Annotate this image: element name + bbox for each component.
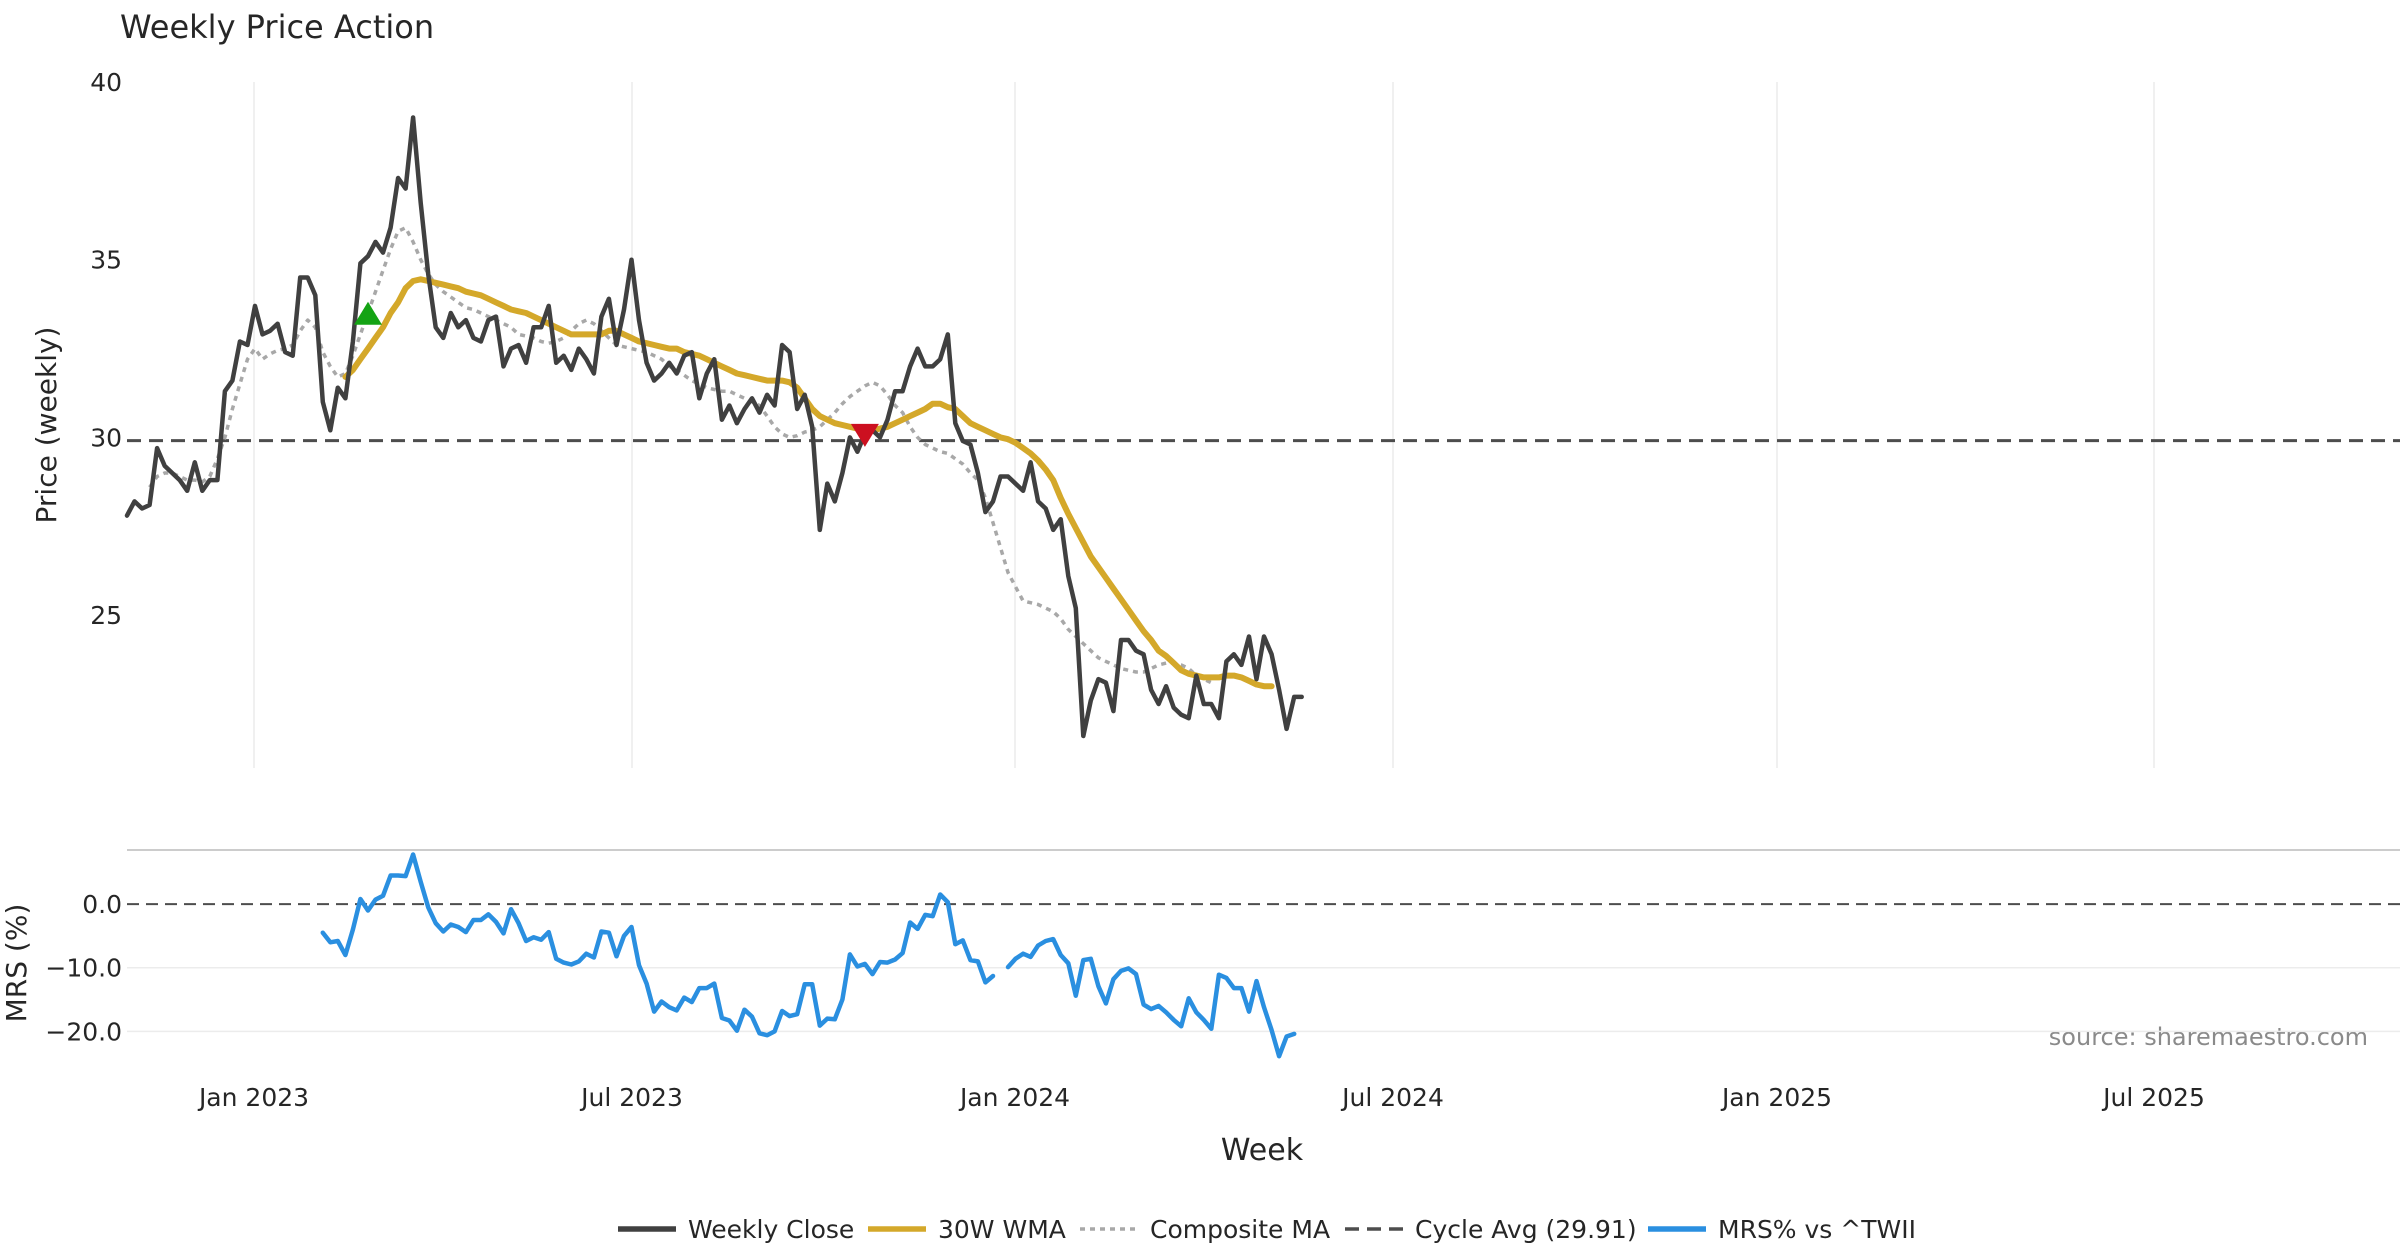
wma-30w-line <box>342 276 1275 690</box>
weekly-close-line <box>124 115 1304 739</box>
signal-markers <box>354 301 879 447</box>
legend-label-2: Composite MA <box>1150 1215 1330 1244</box>
x-tick-jul-2025: Jul 2025 <box>2101 1083 2205 1112</box>
x-tick-jan-2024: Jan 2024 <box>958 1083 1070 1112</box>
x-tick-jan-2023: Jan 2023 <box>197 1083 309 1112</box>
composite-ma-line <box>148 225 1213 685</box>
legend-label-0: Weekly Close <box>688 1215 854 1244</box>
price-y-axis-label: Price (weekly) <box>30 327 63 524</box>
x-tick-jul-2024: Jul 2024 <box>1340 1083 1444 1112</box>
price-grid <box>253 82 2155 768</box>
buy-signal-marker <box>354 301 382 325</box>
legend-label-3: Cycle Avg (29.91) <box>1415 1215 1637 1244</box>
legend-label-4: MRS% vs ^TWII <box>1718 1215 1916 1244</box>
mrs-y-tick-1: −10.0 <box>45 954 122 983</box>
x-tick-jan-2025: Jan 2025 <box>1720 1083 1832 1112</box>
sell-signal-marker <box>850 423 879 447</box>
legend-label-1: 30W WMA <box>938 1215 1066 1244</box>
mrs-y-ticks: 0.0 −10.0 −20.0 <box>45 890 122 1046</box>
series-layer <box>124 115 2400 1059</box>
x-axis-label: Week <box>1221 1133 1304 1168</box>
mrs-grid <box>127 849 2400 1033</box>
mrs-y-tick-0: 0.0 <box>82 890 122 919</box>
price-y-tick-30: 30 <box>90 423 122 452</box>
x-ticks: Jan 2023 Jul 2023 Jan 2024 Jul 2024 Jan 2025… <box>197 1083 2205 1112</box>
source-annotation: source: sharemaestro.com <box>2049 1023 2368 1051</box>
price-y-ticks: 25 30 35 40 <box>90 68 122 630</box>
chart-title: Weekly Price Action <box>120 8 434 46</box>
mrs-line <box>320 852 1297 1059</box>
mrs-y-tick-2: −20.0 <box>45 1017 122 1046</box>
mrs-y-axis-label: MRS (%) <box>0 904 33 1023</box>
x-tick-jul-2023: Jul 2023 <box>579 1083 683 1112</box>
price-y-tick-35: 35 <box>90 246 122 275</box>
legend: Weekly Close 30W WMA Composite MA Cycle Avg… <box>618 1215 1916 1244</box>
price-y-tick-25: 25 <box>90 601 122 630</box>
price-y-tick-40: 40 <box>90 68 122 97</box>
